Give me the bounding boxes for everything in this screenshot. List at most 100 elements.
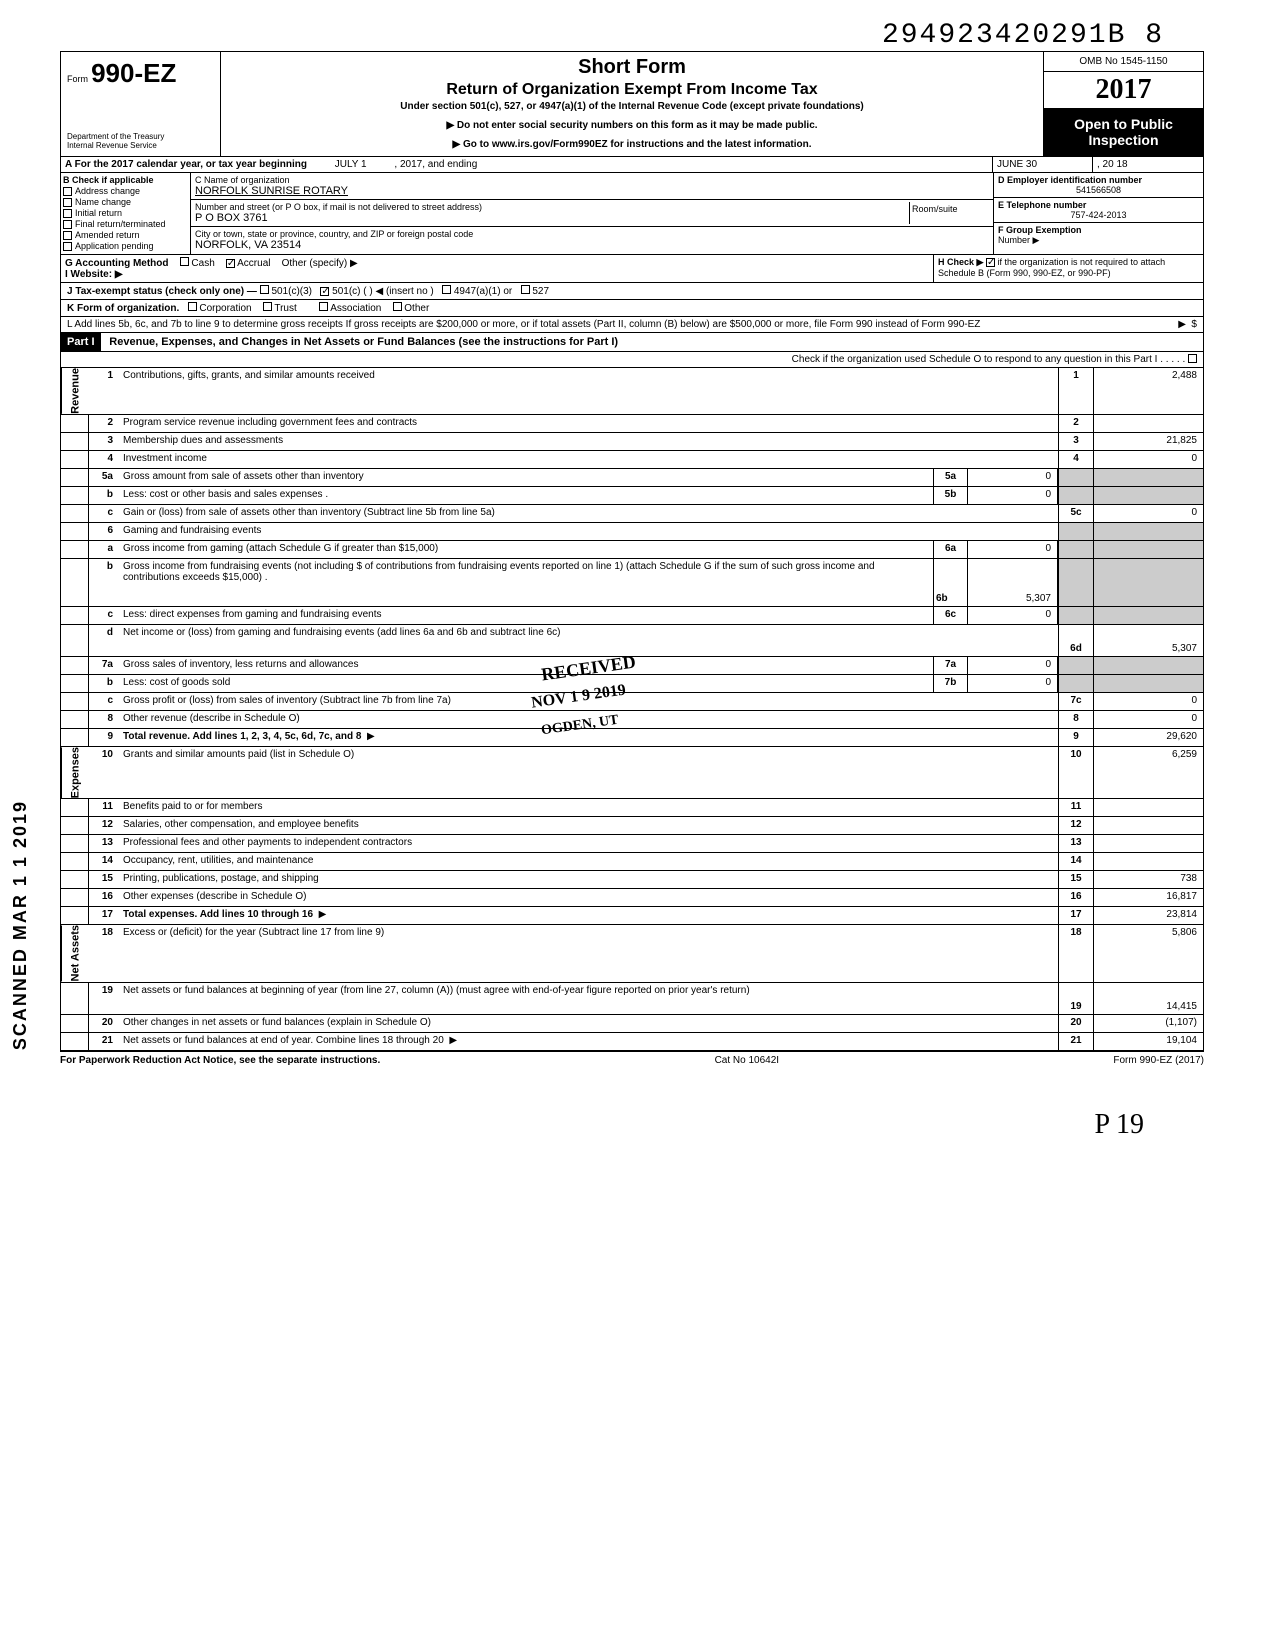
checkbox-527[interactable]: [521, 285, 530, 294]
phone-value: 757-424-2013: [998, 210, 1199, 220]
form-header: Form 990-EZ Department of the Treasury I…: [60, 51, 1204, 157]
ln5b-num: b: [89, 487, 119, 504]
opt-501c3: 501(c)(3): [271, 286, 312, 297]
ln7b-sub: 7b: [933, 675, 968, 692]
ln4-desc: Investment income: [119, 451, 1058, 468]
ln6d-desc: Net income or (loss) from gaming and fun…: [119, 625, 1058, 656]
accounting-method-label: G Accounting Method: [65, 258, 169, 269]
ln17-desc: Total expenses. Add lines 10 through 16: [123, 909, 313, 920]
ln9-box: 9: [1058, 729, 1093, 746]
ln7c-num: c: [89, 693, 119, 710]
ln2-val: [1093, 415, 1203, 432]
open-public-1: Open to Public: [1048, 116, 1199, 132]
checkbox-initial-return[interactable]: [63, 209, 72, 218]
opt-amended: Amended return: [75, 230, 140, 240]
ln17-num: 17: [89, 907, 119, 924]
checkbox-association[interactable]: [319, 302, 328, 311]
checkbox-corporation[interactable]: [188, 302, 197, 311]
ln5c-val: 0: [1093, 505, 1203, 522]
ln13-num: 13: [89, 835, 119, 852]
ln4-num: 4: [89, 451, 119, 468]
omb-number: OMB No 1545-1150: [1044, 52, 1203, 72]
ln6b-desc: Gross income from fundraising events (no…: [119, 559, 933, 606]
col-b-label: B Check if applicable: [63, 175, 188, 185]
checkbox-schedule-o[interactable]: [1188, 354, 1197, 363]
form-prefix: Form: [67, 74, 88, 84]
side-netassets: Net Assets: [61, 925, 89, 981]
ln6d-num: d: [89, 625, 119, 656]
ln5a-sub: 5a: [933, 469, 968, 486]
ln14-num: 14: [89, 853, 119, 870]
ln4-val: 0: [1093, 451, 1203, 468]
ln20-desc: Other changes in net assets or fund bala…: [119, 1015, 1058, 1032]
ln14-val: [1093, 853, 1203, 870]
checkbox-4947[interactable]: [442, 285, 451, 294]
opt-address-change: Address change: [75, 186, 140, 196]
ein-value: 541566508: [998, 185, 1199, 195]
ln12-box: 12: [1058, 817, 1093, 834]
ln9-num: 9: [89, 729, 119, 746]
ln2-num: 2: [89, 415, 119, 432]
checkbox-other-org[interactable]: [393, 302, 402, 311]
checkbox-501c[interactable]: [320, 287, 329, 296]
short-form-title: Short Form: [231, 56, 1033, 79]
ln6c-num: c: [89, 607, 119, 624]
ln5c-box: 5c: [1058, 505, 1093, 522]
checkbox-accrual[interactable]: [226, 259, 235, 268]
side-expenses: Expenses: [61, 747, 89, 798]
ln1-val: 2,488: [1093, 368, 1203, 414]
ln2-desc: Program service revenue including govern…: [119, 415, 1058, 432]
checkbox-trust[interactable]: [263, 302, 272, 311]
checkbox-application-pending[interactable]: [63, 242, 72, 251]
checkbox-cash[interactable]: [180, 257, 189, 266]
ln3-num: 3: [89, 433, 119, 450]
part1-check-text: Check if the organization used Schedule …: [792, 354, 1158, 365]
ln9-desc: Total revenue. Add lines 1, 2, 3, 4, 5c,…: [123, 731, 361, 742]
tax-status-label: J Tax-exempt status (check only one) —: [67, 286, 257, 297]
checkbox-name-change[interactable]: [63, 198, 72, 207]
part1-title: Revenue, Expenses, and Changes in Net As…: [103, 334, 624, 350]
ln6-num: 6: [89, 523, 119, 540]
ln10-desc: Grants and similar amounts paid (list in…: [119, 747, 1058, 798]
ln3-box: 3: [1058, 433, 1093, 450]
ln13-val: [1093, 835, 1203, 852]
ln6d-val: 5,307: [1093, 625, 1203, 656]
checkbox-501c3[interactable]: [260, 285, 269, 294]
column-b-checkboxes: B Check if applicable Address change Nam…: [61, 173, 191, 254]
ln8-num: 8: [89, 711, 119, 728]
ln9-val: 29,620: [1093, 729, 1203, 746]
ln7c-val: 0: [1093, 693, 1203, 710]
ln11-box: 11: [1058, 799, 1093, 816]
ln14-box: 14: [1058, 853, 1093, 870]
ln14-desc: Occupancy, rent, utilities, and maintena…: [119, 853, 1058, 870]
checkbox-address-change[interactable]: [63, 187, 72, 196]
opt-other-org: Other: [404, 303, 429, 314]
line-l-text: L Add lines 5b, 6c, and 7b to line 9 to …: [67, 319, 1087, 330]
form-number: 990-EZ: [91, 58, 176, 88]
group-exemption-number: Number ▶: [998, 235, 1199, 246]
ln5a-num: 5a: [89, 469, 119, 486]
ln21-box: 21: [1058, 1033, 1093, 1050]
opt-accrual: Accrual: [237, 258, 270, 269]
checkbox-schedule-b[interactable]: [986, 258, 995, 267]
handwritten-note: P 19: [60, 1109, 1144, 1141]
ln5c-desc: Gain or (loss) from sale of assets other…: [119, 505, 1058, 522]
footer-right: Form 990-EZ (2017): [1113, 1055, 1204, 1066]
side-revenue: Revenue: [61, 368, 89, 414]
ln11-val: [1093, 799, 1203, 816]
ln20-box: 20: [1058, 1015, 1093, 1032]
ln7c-box: 7c: [1058, 693, 1093, 710]
ln12-num: 12: [89, 817, 119, 834]
form-org-label: K Form of organization.: [67, 303, 179, 314]
opt-501c: 501(c) (: [332, 286, 366, 297]
ln6b-subval: 5,307: [968, 559, 1058, 606]
insert-no: ) ◀ (insert no ): [369, 286, 433, 297]
ln19-num: 19: [89, 983, 119, 1014]
ln21-desc: Net assets or fund balances at end of ye…: [123, 1035, 444, 1046]
checkbox-final-return[interactable]: [63, 220, 72, 229]
url-instruction: ▶ Go to www.irs.gov/Form990EZ for instru…: [231, 139, 1033, 150]
opt-other-method: Other (specify) ▶: [282, 258, 358, 269]
checkbox-amended[interactable]: [63, 231, 72, 240]
ln18-num: 18: [89, 925, 119, 981]
open-public-2: Inspection: [1048, 132, 1199, 148]
